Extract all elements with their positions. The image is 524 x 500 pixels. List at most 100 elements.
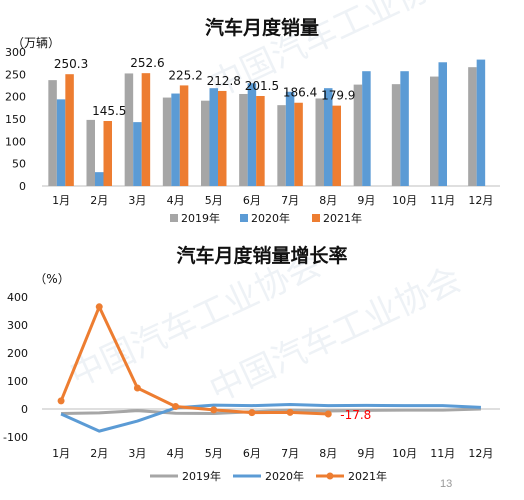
x-tick-label: 6月 [243,194,261,207]
data-label: 225.2 [168,68,202,82]
y-tick-label: 0 [21,403,28,416]
series-line-2021年 [59,305,329,416]
page-number: 13 [440,478,453,490]
legend-label: 2019年 [181,211,220,225]
bar-2019年 [124,73,134,186]
bar-2019年 [201,100,210,186]
x-tick-label: 12月 [468,194,493,207]
data-label: 252.6 [130,56,164,70]
bar-2020年 [95,172,104,186]
y-tick-label: 100 [7,375,28,388]
data-point [324,410,332,418]
x-tick-label: 5月 [205,447,223,460]
bar-2020年 [324,88,333,186]
bar-2021年 [65,74,74,186]
data-label: 179.9 [321,89,355,103]
legend-label: 2020年 [265,469,304,483]
x-tick-label: 1月 [52,194,70,207]
x-tick-label: 4月 [167,447,185,460]
bar-2020年 [476,59,486,186]
chart-title: 汽车月度销量 [205,16,319,39]
x-tick-label: 10月 [392,447,417,460]
data-point [95,303,103,311]
bar-2020年 [438,62,447,187]
y-tick-label: -100 [3,431,28,444]
bar-2021年 [218,90,227,186]
legend-label: 2019年 [182,469,221,483]
data-label: 212.8 [207,74,241,88]
bar-2021年 [332,105,341,186]
monthly-sales-bar-chart: 汽车月度销量 （万辆） 0 50 100 150 200 250 300 1月 2月 3月 4月 5月 6月… [5,16,500,225]
data-point [286,408,294,416]
x-tick-label: 11月 [430,447,455,460]
y-tick-label: 200 [7,347,28,360]
x-tick-label: 11月 [430,194,455,207]
end-data-label: -17.8 [340,408,371,422]
x-tick-label: 9月 [357,194,375,207]
bar-2020年 [247,83,257,186]
x-tick-label: 7月 [281,194,299,207]
y-tick-label: 50 [12,158,26,171]
bar-2021年 [294,102,303,186]
x-tick-label: 8月 [319,447,337,460]
series-line-2020年 [60,403,481,433]
y-tick-label: 100 [5,135,26,148]
bar-2019年 [48,80,57,186]
legend-swatch [240,214,248,222]
x-tick-label: 3月 [128,447,146,460]
monthly-growth-line-chart: 汽车月度销量增长率 （%） -100 0 100 200 300 400 1月 2月 3月 4月 5月 6… [3,244,500,483]
bar-2020年 [56,99,66,186]
data-point [57,397,65,405]
y-tick-label: 300 [5,46,26,59]
bar-2021年 [103,121,112,186]
data-point [133,384,141,392]
y-tick-label: 400 [7,291,28,304]
y-unit-label: （万辆） [12,36,60,50]
data-label: 145.5 [92,104,126,118]
y-tick-label: 200 [5,91,26,104]
x-tick-label: 9月 [357,447,375,460]
x-tick-label: 1月 [52,447,70,460]
x-tick-label: 2月 [90,447,108,460]
y-tick-label: 250 [5,68,26,81]
legend-label: 2021年 [348,469,387,483]
data-label: 250.3 [54,57,88,71]
bar-2020年 [400,71,409,186]
x-tick-label: 7月 [281,447,299,460]
bar-2020年 [362,71,371,186]
legend-label: 2021年 [323,211,362,225]
series-line-2019年 [61,407,481,415]
bar-2019年 [468,67,477,186]
bar-2021年 [141,73,151,186]
bar-2020年 [209,88,218,186]
data-label: 201.5 [245,79,279,93]
bar-2020年 [285,91,295,186]
chart-title: 汽车月度销量增长率 [176,244,347,267]
bar-2019年 [353,84,363,186]
bar-2019年 [430,76,439,186]
data-label: 186.4 [283,86,317,100]
bar-2019年 [86,119,95,186]
x-tick-label: 10月 [392,194,417,207]
x-tick-label: 4月 [167,194,185,207]
x-tick-label: 6月 [243,447,261,460]
bar-2020年 [171,93,180,186]
bar-2020年 [133,122,142,186]
legend-label: 2020年 [251,211,290,225]
data-point [210,406,218,414]
x-tick-label: 5月 [205,194,223,207]
legend-swatch [312,214,320,222]
y-tick-label: 0 [19,180,26,193]
bar-2019年 [239,93,248,186]
y-unit-label: （%） [34,272,69,286]
x-tick-label: 12月 [468,447,493,460]
bar-2019年 [277,105,286,186]
legend-swatch [170,214,178,222]
bar-2021年 [256,95,265,186]
x-tick-label: 8月 [319,194,337,207]
bar-2019年 [391,84,401,186]
bar-2019年 [162,97,172,186]
y-tick-label: 150 [5,113,26,126]
data-point [248,409,256,417]
